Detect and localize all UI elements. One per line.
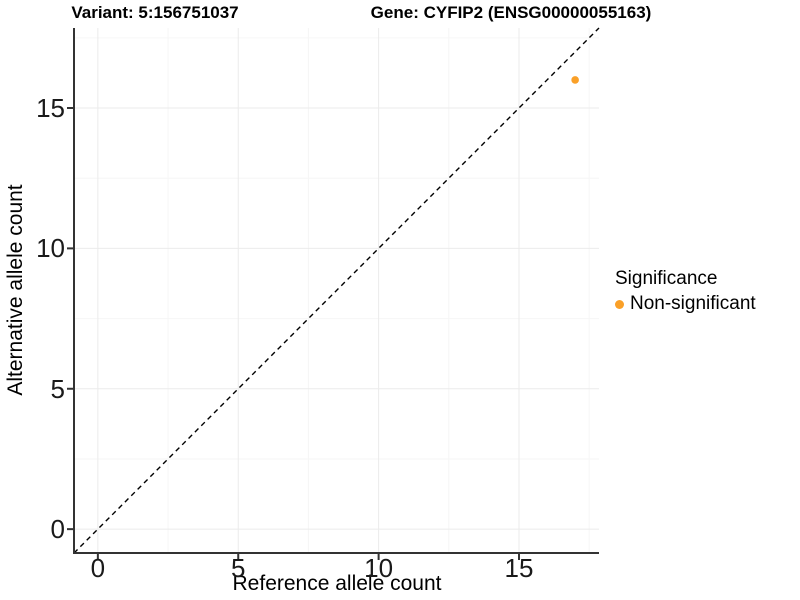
x-tick-label: 15	[504, 553, 534, 583]
x-tick-label: 10	[364, 553, 394, 583]
legend-title: Significance	[615, 268, 718, 289]
scatter-plot-panel	[67, 27, 600, 560]
legend: Significance Non-significant	[615, 267, 756, 315]
data-point	[571, 76, 579, 84]
y-tick-label: 10	[36, 233, 65, 264]
x-tick-label: 0	[90, 553, 106, 583]
x-axis-title: Reference allele count	[232, 572, 442, 595]
identity-line	[73, 27, 600, 554]
y-tick-label: 5	[50, 373, 65, 404]
legend-item-label: Non-significant	[630, 293, 756, 314]
legend-point-icon	[615, 299, 624, 309]
plot-title-variant: Variant: 5:156751037	[71, 3, 239, 22]
y-tick-label: 0	[50, 514, 65, 545]
x-tick-label: 5	[231, 553, 246, 583]
plot-title-gene: Gene: CYFIP2 (ENSG00000055163)	[370, 3, 652, 22]
y-axis-title: Alternative allele count	[4, 184, 27, 396]
y-tick-label: 15	[36, 93, 65, 123]
legend-item: Non-significant	[615, 293, 756, 315]
